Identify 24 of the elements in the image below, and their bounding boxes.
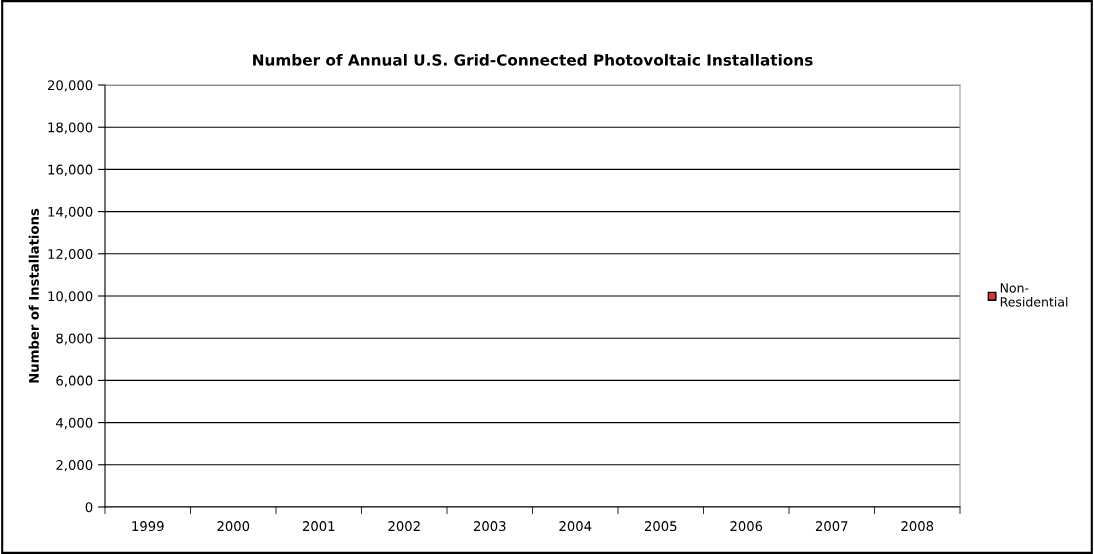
x-tick-label: 2005 (644, 521, 677, 532)
y-tick-label: 12,000 (48, 249, 93, 261)
y-tick-label: 2,000 (56, 460, 93, 472)
y-tick-label: 8,000 (56, 333, 93, 345)
x-tick-label: 2001 (302, 521, 335, 532)
y-tick-label: 20,000 (47, 80, 93, 92)
y-axis-title: Number of Installations (28, 208, 39, 383)
x-tick-label: 2006 (730, 521, 763, 532)
y-tick-label: 0 (85, 502, 93, 513)
y-tick-label: 14,000 (48, 206, 93, 219)
x-tick-label: 2007 (815, 521, 848, 532)
x-tick-label: 2002 (388, 521, 420, 532)
legend-label: Non- Residential (1000, 283, 1068, 307)
y-tick-label: 4,000 (56, 417, 93, 430)
x-tick-label: 2008 (901, 521, 934, 532)
chart-title: Number of Annual U.S. Grid-Connected Photovoltaic Installations (253, 53, 813, 66)
y-tick-label: 18,000 (48, 122, 93, 134)
x-tick-label: 2004 (559, 521, 592, 532)
x-tick-label: 1999 (132, 521, 164, 532)
y-tick-label: 10,000 (48, 291, 93, 303)
y-tick-label: 16,000 (48, 164, 93, 176)
x-tick-label: 2000 (217, 521, 250, 532)
y-tick-label: 6,000 (56, 375, 93, 387)
x-tick-label: 2003 (473, 521, 506, 532)
